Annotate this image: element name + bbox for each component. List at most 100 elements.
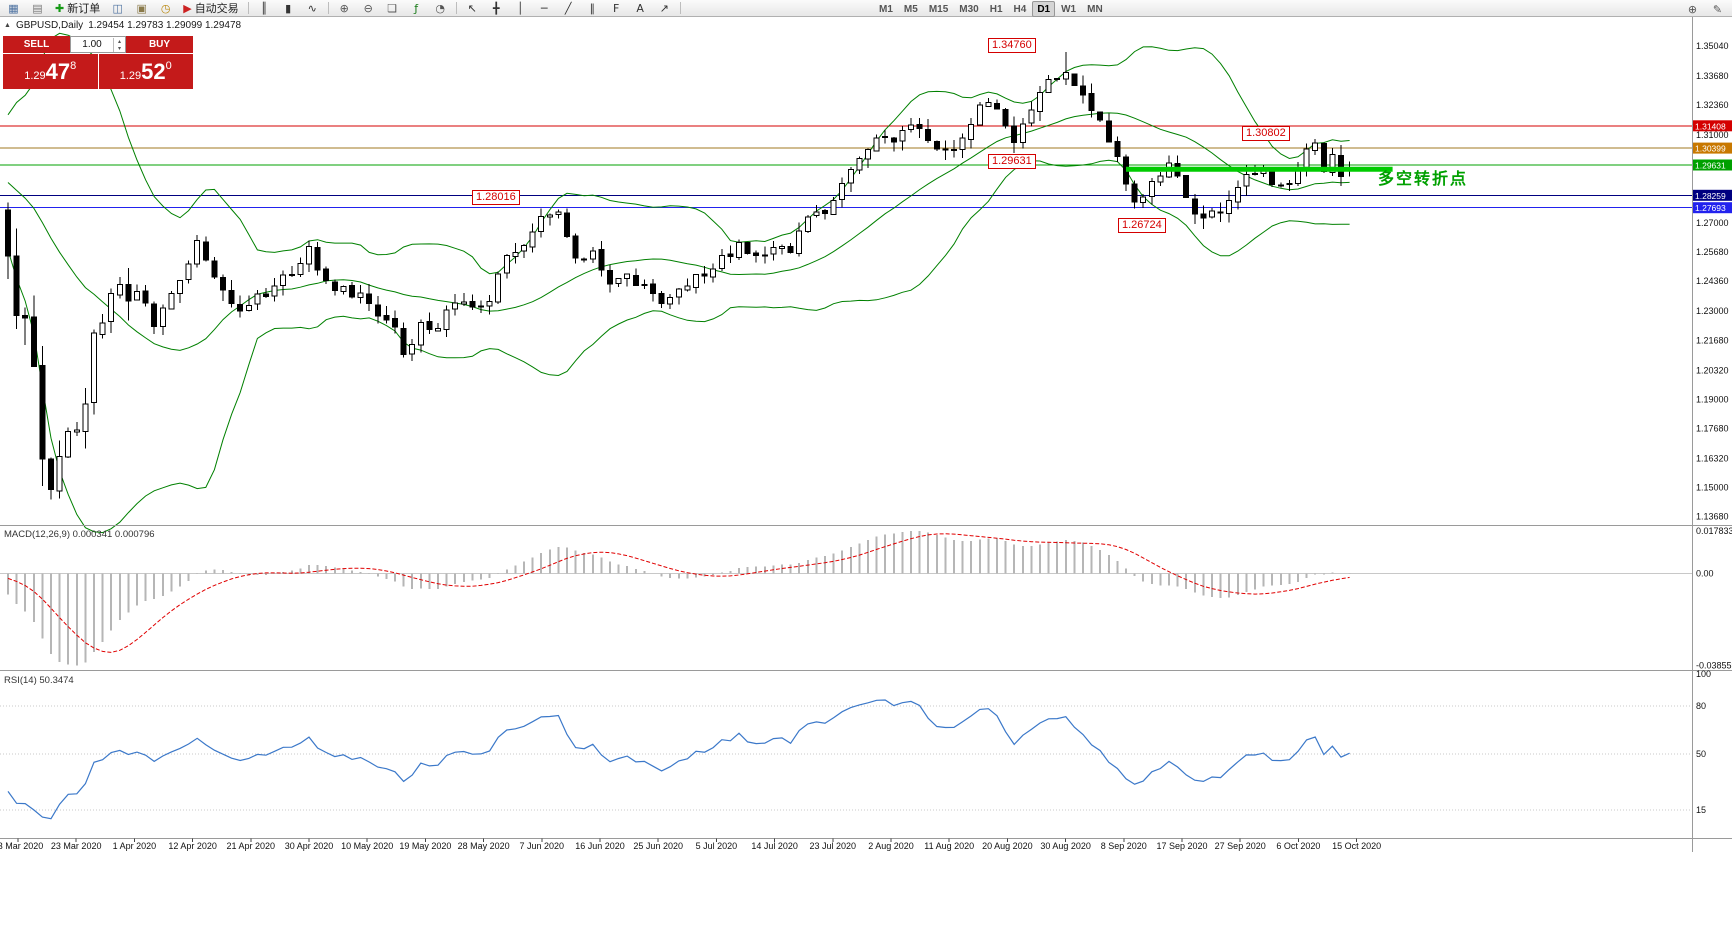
time-axis-label: 6 Oct 2020 bbox=[1276, 841, 1320, 851]
toolbar-separator bbox=[247, 2, 249, 14]
symbol-ohlc-values: 1.29454 1.29783 1.29099 1.29478 bbox=[88, 20, 242, 31]
price-axis-label: 1.32360 bbox=[1696, 100, 1729, 110]
macd-axis-label: 0.017833 bbox=[1696, 526, 1732, 536]
bullish-candles bbox=[56, 72, 1353, 492]
profiles-icon: ▤ bbox=[32, 1, 43, 15]
timeframe-button-m5[interactable]: M5 bbox=[903, 3, 918, 15]
horizontal-line-icon: ─ bbox=[540, 1, 548, 15]
price-axis-label: 1.27000 bbox=[1696, 218, 1729, 228]
periods-icon[interactable]: ◔ bbox=[429, 0, 452, 17]
volume-value[interactable]: 1.00 bbox=[82, 39, 102, 50]
profiles-button[interactable]: ▤ bbox=[26, 0, 49, 17]
timeframe-toolbar: M1 M5 M15 M30 H1 H4 D1 W1 MN bbox=[874, 1, 1108, 17]
chart-background bbox=[0, 17, 1732, 854]
rsi-name: RSI(14) bbox=[4, 675, 37, 686]
timeframe-button-w1[interactable]: W1 bbox=[1061, 3, 1077, 15]
line-chart-icon[interactable]: ∿ bbox=[301, 0, 324, 17]
sell-price-button[interactable]: 1.29 47 8 bbox=[3, 54, 98, 89]
price-axis-label: 1.19000 bbox=[1696, 394, 1729, 404]
spin-down-icon[interactable]: ▾ bbox=[117, 44, 121, 52]
price-axis-marker-label: 1.31408 bbox=[1695, 121, 1726, 131]
timeframe-button-m30[interactable]: M30 bbox=[959, 3, 979, 15]
autotrading-button[interactable]: ▶ 自动交易 bbox=[178, 0, 243, 17]
channel-icon: ∥ bbox=[589, 1, 595, 15]
cursor-icon[interactable]: ↖ bbox=[461, 0, 484, 17]
price-axis-label: 1.24360 bbox=[1696, 276, 1729, 286]
edit-pencil-icon[interactable]: ✎ bbox=[1712, 3, 1723, 16]
macd-signal-line bbox=[7, 533, 1350, 653]
timeframe-button-h4[interactable]: H4 bbox=[1013, 3, 1027, 15]
volume-input[interactable]: 1.00 ▴ ▾ bbox=[70, 36, 126, 53]
price-axis-marker bbox=[1693, 189, 1732, 201]
channel-icon[interactable]: ∥ bbox=[581, 0, 604, 17]
search-zoom-icon[interactable]: ⊕ bbox=[1687, 3, 1698, 16]
timeframe-button-d1[interactable]: D1 bbox=[1032, 1, 1056, 17]
indicators-icon[interactable]: ƒ bbox=[405, 0, 428, 17]
arrows-tool-icon[interactable]: ↗ bbox=[653, 0, 676, 17]
buy-button[interactable]: BUY bbox=[126, 36, 193, 53]
vertical-line-icon[interactable]: │ bbox=[509, 0, 532, 17]
time-axis-label: 30 Apr 2020 bbox=[285, 841, 334, 851]
market-watch-icon: ▣ bbox=[136, 1, 147, 15]
rsi-indicator-label: RSI(14) 50.3474 bbox=[4, 675, 74, 686]
rsi-axis-label: 50 bbox=[1696, 749, 1706, 759]
zoom-in-icon[interactable]: ⊕ bbox=[333, 0, 356, 17]
price-annotation-label[interactable]: 1.29631 bbox=[988, 154, 1036, 169]
macd-indicator-label: MACD(12,26,9) 0.000341 0.000796 bbox=[4, 529, 155, 540]
market-watch-icon[interactable]: ▣ bbox=[130, 0, 153, 17]
new-chart-icon: ▦ bbox=[8, 1, 19, 15]
buy-price-button[interactable]: 1.29 52 0 bbox=[98, 54, 193, 89]
sell-button[interactable]: SELL bbox=[3, 36, 70, 53]
new-order-button[interactable]: ✚ 新订单 bbox=[50, 0, 105, 17]
chart-window-icon: ◫ bbox=[112, 1, 123, 15]
spin-up-icon[interactable]: ▴ bbox=[117, 37, 121, 45]
toolbar-items: ▦ ▤ ✚ 新订单 ◫ ▣ ◷ ▶ 自动交易 ║ ▮ ∿ ⊕ ⊖ ❏ ƒ ◔ ↖ ╋ │ ─ ╱ ∥ F A ↗ bbox=[2, 0, 684, 17]
zoom-out-icon[interactable]: ⊖ bbox=[357, 0, 380, 17]
timeframe-button-h1[interactable]: H1 bbox=[989, 3, 1003, 15]
macd-name: MACD(12,26,9) bbox=[4, 529, 70, 540]
pivot-annotation-text[interactable]: 多空转折点 bbox=[1378, 171, 1469, 188]
price-annotation-label[interactable]: 1.30802 bbox=[1242, 126, 1290, 141]
text-tool-icon: A bbox=[636, 1, 644, 15]
price-axis-label: 1.15000 bbox=[1696, 483, 1729, 493]
crosshair-icon[interactable]: ╋ bbox=[485, 0, 508, 17]
timeframe-button-m1[interactable]: M1 bbox=[879, 3, 893, 15]
price-annotation-label[interactable]: 1.28016 bbox=[472, 190, 520, 205]
navigator-icon[interactable]: ◷ bbox=[154, 0, 177, 17]
fibonacci-icon[interactable]: F bbox=[605, 0, 628, 17]
time-axis-label: 10 May 2020 bbox=[341, 841, 393, 851]
collapse-panel-icon[interactable]: ▲ bbox=[4, 22, 11, 29]
macd-axis-label: 0.00 bbox=[1696, 569, 1714, 579]
autotrading-icon: ▶ bbox=[183, 1, 192, 15]
indicators-icon: ƒ bbox=[414, 1, 419, 15]
price-axis-marker-label: 1.27693 bbox=[1695, 203, 1726, 213]
horizontal-line-icon[interactable]: ─ bbox=[533, 0, 556, 17]
price-axis-marker-label: 1.29631 bbox=[1695, 161, 1726, 171]
toolbar-separator bbox=[455, 2, 457, 14]
tile-windows-icon: ❏ bbox=[387, 1, 398, 15]
trendline-icon[interactable]: ╱ bbox=[557, 0, 580, 17]
price-axis-marker bbox=[1693, 120, 1732, 132]
buy-price-sup: 0 bbox=[165, 60, 172, 72]
new-chart-button[interactable]: ▦ bbox=[2, 0, 25, 17]
bar-chart-icon[interactable]: ║ bbox=[253, 0, 276, 17]
tile-windows-icon[interactable]: ❏ bbox=[381, 0, 404, 17]
toolbar-right-icons: ⊕ ✎ bbox=[1681, 1, 1729, 18]
timeframe-button-m15[interactable]: M15 bbox=[928, 3, 949, 15]
price-axis-label: 1.17680 bbox=[1696, 423, 1729, 433]
time-axis-label: 1 Apr 2020 bbox=[113, 841, 157, 851]
price-axis-marker-label: 1.28259 bbox=[1695, 191, 1726, 201]
timeframe-button-mn[interactable]: MN bbox=[1087, 3, 1103, 15]
price-annotation-label[interactable]: 1.26724 bbox=[1118, 218, 1166, 233]
toolbar-separator bbox=[327, 2, 329, 14]
time-axis-label: 21 Apr 2020 bbox=[227, 841, 276, 851]
text-tool-icon[interactable]: A bbox=[629, 0, 652, 17]
chart-window-icon[interactable]: ◫ bbox=[106, 0, 129, 17]
trade-panel-prices: 1.29 47 8 1.29 52 0 bbox=[3, 54, 193, 89]
price-axis-marker bbox=[1693, 142, 1732, 154]
price-annotation-label[interactable]: 1.34760 bbox=[988, 38, 1036, 53]
candlestick-chart-icon[interactable]: ▮ bbox=[277, 0, 300, 17]
volume-spinner[interactable]: ▴ ▾ bbox=[113, 37, 125, 52]
one-click-trading-panel: SELL 1.00 ▴ ▾ BUY 1.29 47 8 1.29 52 0 bbox=[3, 36, 193, 89]
